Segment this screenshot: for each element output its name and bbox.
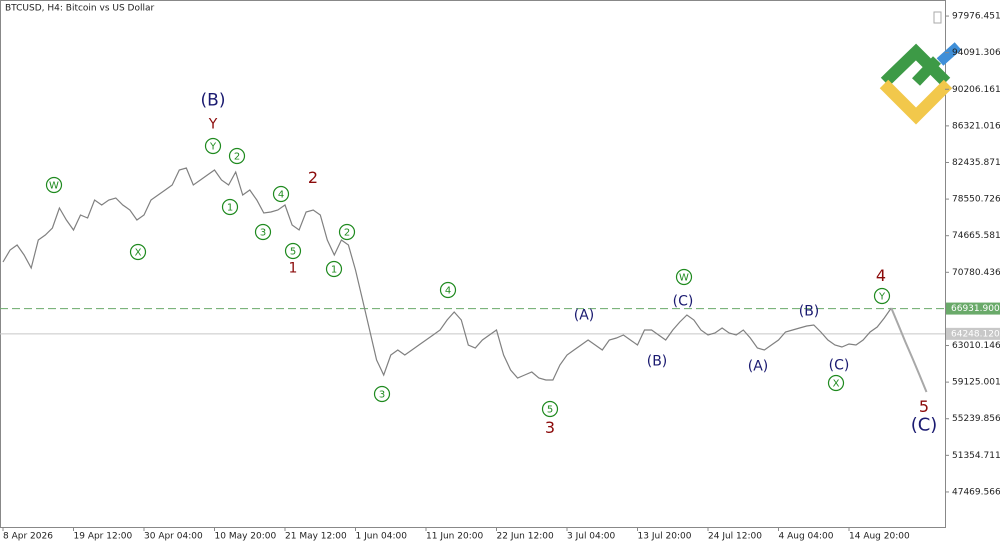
y-tick-label: 94091.306 — [952, 48, 1000, 58]
x-tick-label: 13 Jul 20:00 — [638, 532, 692, 542]
wave-circle — [221, 198, 239, 216]
wave-circle — [272, 185, 290, 203]
wave-circle — [45, 176, 63, 194]
wave-label: 3 — [545, 418, 555, 437]
wave-label: 5 — [290, 247, 296, 258]
x-tick-label: 24 Jul 12:00 — [708, 532, 762, 542]
y-tick-label: 47469.566 — [952, 487, 1000, 497]
wave-label: (C) — [911, 415, 938, 436]
wave-circle — [254, 223, 272, 241]
wave-label: (A) — [574, 308, 595, 324]
wave-label: 5 — [919, 397, 929, 416]
wave-label: X — [833, 379, 840, 390]
y-tick-label: 59125.001 — [952, 378, 1000, 388]
wave-circle — [439, 281, 457, 299]
wave-label: 1 — [227, 203, 233, 214]
wave-circle — [873, 287, 891, 305]
wave-circle — [338, 223, 356, 241]
x-tick-label: 4 Aug 04:00 — [779, 532, 834, 542]
x-tick-label: 19 Apr 12:00 — [74, 532, 133, 542]
wave-label: Y — [209, 142, 217, 153]
x-tick-label: 30 Apr 04:00 — [144, 532, 203, 542]
y-tick-label: 70780.436 — [952, 268, 1000, 278]
plot-frame — [0, 0, 946, 528]
chart-title: BTCUSD, H4: Bitcoin vs US Dollar — [5, 4, 154, 14]
price-level-label: 66931.900 — [951, 304, 1000, 314]
y-tick-label: 55239.856 — [952, 414, 1000, 424]
scroll-icon[interactable] — [933, 11, 942, 24]
wave-label: Y — [208, 117, 218, 133]
wave-circle — [129, 243, 147, 261]
wave-label: 1 — [331, 265, 337, 276]
price-level-label: 64248.120 — [951, 329, 1000, 339]
wave-circle — [675, 268, 693, 286]
wave-label: 5 — [547, 405, 553, 416]
wave-label: (B) — [799, 304, 820, 320]
price-level-tag — [946, 302, 1000, 315]
y-tick-label: 97976.451 — [952, 12, 1000, 22]
wave-label: 3 — [260, 228, 266, 239]
y-tick-label: 51354.711 — [952, 451, 1000, 461]
wave-label: X — [135, 248, 142, 259]
price-line — [890, 307, 928, 393]
wave-circle — [228, 147, 246, 165]
x-tick-label: 1 Jun 04:00 — [356, 532, 408, 542]
x-tick-label: 21 May 12:00 — [285, 532, 347, 542]
wave-label: 2 — [344, 228, 350, 239]
wave-label: 2 — [308, 168, 318, 187]
y-tick-label: 86321.016 — [952, 121, 1000, 131]
y-tick-label: 63010.146 — [952, 341, 1000, 351]
y-tick-label: 82435.871 — [952, 158, 1000, 168]
price-line — [2, 167, 892, 381]
wave-circle — [284, 242, 302, 260]
wave-circle — [325, 260, 343, 278]
wave-label: 3 — [379, 390, 385, 401]
wave-label: 4 — [876, 266, 886, 285]
y-tick-label: 90206.161 — [952, 85, 1000, 95]
wave-label: 2 — [234, 152, 240, 163]
x-tick-label: 22 Jun 12:00 — [497, 532, 554, 542]
wave-label: (C) — [829, 358, 850, 374]
wave-circle — [827, 374, 845, 392]
wave-circle — [373, 385, 391, 403]
y-tick-label: 78550.726 — [952, 195, 1000, 205]
wave-label: Y — [878, 292, 886, 303]
wave-label: 1 — [289, 261, 298, 277]
logo — [879, 42, 962, 125]
wave-circle — [204, 137, 222, 155]
wave-label: (B) — [647, 354, 668, 370]
wave-label: 4 — [445, 286, 451, 297]
wave-circle — [541, 400, 559, 418]
wave-label: (C) — [673, 294, 694, 310]
wave-label: (B) — [201, 91, 226, 111]
price-level-tag — [946, 327, 1000, 340]
x-tick-label: 10 May 20:00 — [215, 532, 277, 542]
wave-label: (A) — [748, 359, 769, 375]
wave-label: W — [49, 181, 59, 192]
x-tick-label: 14 Aug 20:00 — [849, 532, 910, 542]
wave-label: 4 — [278, 190, 284, 201]
y-tick-label: 74665.581 — [952, 231, 1000, 241]
x-tick-label: 8 Apr 2026 — [3, 532, 53, 542]
x-tick-label: 11 Jun 20:00 — [426, 532, 483, 542]
wave-label: W — [679, 273, 689, 284]
x-tick-label: 3 Jul 04:00 — [567, 532, 616, 542]
